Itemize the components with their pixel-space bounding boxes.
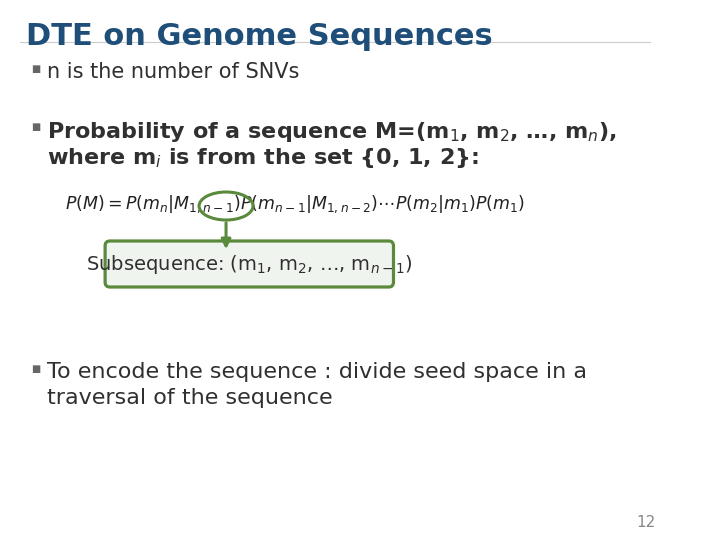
Text: DTE on Genome Sequences: DTE on Genome Sequences (26, 22, 492, 51)
Text: n is the number of SNVs: n is the number of SNVs (47, 62, 299, 82)
Text: ■: ■ (31, 122, 40, 132)
Text: $P(M) = P(m_n|M_{1,n-1})P(m_{n-1}|M_{1,n-2})\cdots P(m_2|m_1)P(m_1)$: $P(M) = P(m_n|M_{1,n-1})P(m_{n-1}|M_{1,n… (65, 193, 525, 214)
Text: Probability of a sequence M=(m$_1$, m$_2$, …, m$_n$),: Probability of a sequence M=(m$_1$, m$_2… (47, 120, 616, 144)
Text: where m$_i$ is from the set {0, 1, 2}:: where m$_i$ is from the set {0, 1, 2}: (47, 146, 478, 170)
Text: Subsequence: (m$_1$, m$_2$, …, m$_{n-1}$): Subsequence: (m$_1$, m$_2$, …, m$_{n-1}$… (86, 253, 413, 275)
Text: ■: ■ (31, 364, 40, 374)
Text: ■: ■ (31, 64, 40, 74)
Text: To encode the sequence : divide seed space in a
traversal of the sequence: To encode the sequence : divide seed spa… (47, 362, 587, 408)
Text: 12: 12 (636, 515, 656, 530)
FancyBboxPatch shape (105, 241, 393, 287)
